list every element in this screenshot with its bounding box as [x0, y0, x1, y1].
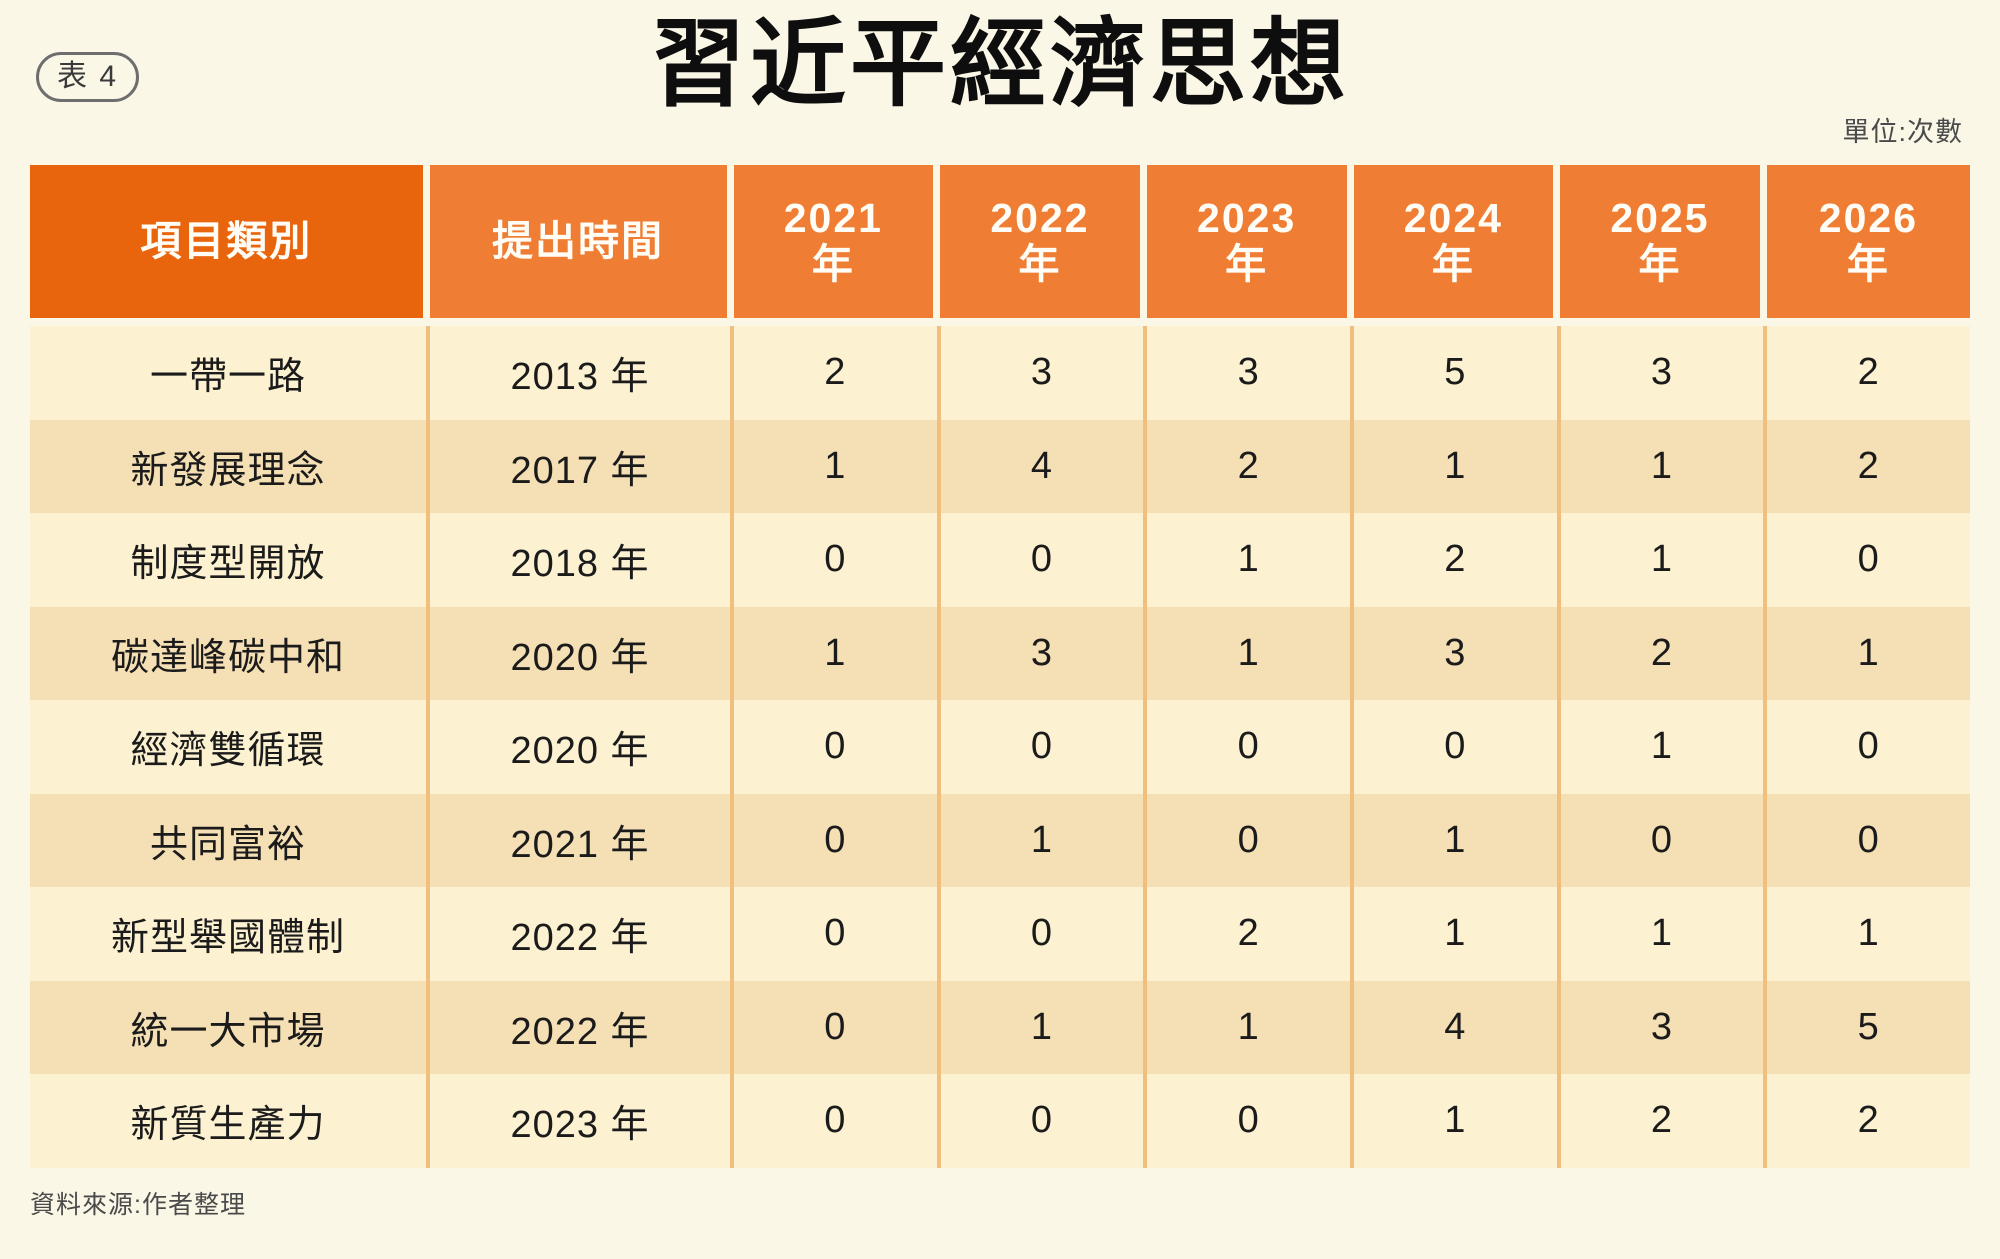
cell-count: 0	[730, 980, 937, 1074]
cell-proposed-time: 2022 年	[426, 980, 730, 1074]
cell-count: 0	[730, 700, 937, 794]
cell-count: 0	[1143, 793, 1350, 887]
cell-category: 新發展理念	[30, 419, 426, 513]
cell-count: 0	[936, 700, 1144, 794]
cell-count: 1	[1350, 887, 1557, 981]
cell-count: 3	[1556, 980, 1764, 1074]
header-year-2026: 2026 年	[1766, 165, 1970, 318]
cell-count: 0	[1763, 700, 1970, 794]
cell-count: 1	[1350, 1074, 1557, 1168]
data-table: 項目類別 提出時間 2021 年 2022 年 2023 年 2024 年 20…	[30, 165, 1970, 1168]
header-year-2023: 2023 年	[1146, 165, 1347, 318]
cell-proposed-time: 2023 年	[426, 1074, 730, 1168]
cell-proposed-time: 2022 年	[426, 887, 730, 981]
header-year-2022: 2022 年	[940, 165, 1140, 318]
cell-category: 新質生產力	[30, 1074, 426, 1168]
header-year-2021: 2021 年	[733, 165, 934, 318]
cell-proposed-time: 2017 年	[426, 419, 730, 513]
table-header-row: 項目類別 提出時間 2021 年 2022 年 2023 年 2024 年 20…	[30, 165, 1970, 318]
cell-count: 1	[1556, 887, 1764, 981]
cell-count: 1	[1556, 419, 1764, 513]
cell-count: 0	[1556, 793, 1764, 887]
cell-count: 1	[1350, 793, 1557, 887]
cell-count: 0	[1763, 513, 1970, 607]
cell-count: 2	[730, 326, 937, 420]
cell-count: 1	[1143, 513, 1350, 607]
cell-category: 經濟雙循環	[30, 700, 426, 794]
cell-count: 0	[730, 793, 937, 887]
cell-category: 一帶一路	[30, 326, 426, 420]
header-category: 項目類別	[30, 165, 423, 318]
cell-count: 0	[936, 887, 1144, 981]
cell-count: 3	[936, 326, 1144, 420]
table-body: 一帶一路 2013 年 2 3 3 5 3 2 新發展理念 2017 年 1 4 2 1 1 2 制度型開放 20…	[30, 326, 1970, 1168]
cell-count: 2	[1143, 887, 1350, 981]
cell-count: 1	[1763, 887, 1970, 981]
cell-count: 4	[1350, 980, 1557, 1074]
cell-count: 2	[1763, 419, 1970, 513]
header-proposed-time: 提出時間	[429, 165, 727, 318]
cell-count: 1	[1143, 606, 1350, 700]
cell-count: 2	[1350, 513, 1557, 607]
cell-count: 3	[1350, 606, 1557, 700]
cell-count: 0	[730, 513, 937, 607]
cell-count: 3	[936, 606, 1144, 700]
cell-proposed-time: 2018 年	[426, 513, 730, 607]
cell-count: 0	[730, 1074, 937, 1168]
page-title: 習近平經濟思想	[650, 11, 1350, 118]
cell-count: 1	[1556, 700, 1764, 794]
cell-count: 2	[1763, 1074, 1970, 1168]
cell-count: 0	[1763, 793, 1970, 887]
cell-count: 3	[1556, 326, 1764, 420]
cell-count: 2	[1763, 326, 1970, 420]
cell-count: 1	[936, 793, 1144, 887]
cell-count: 1	[1143, 980, 1350, 1074]
cell-category: 共同富裕	[30, 793, 426, 887]
cell-count: 2	[1556, 606, 1764, 700]
cell-count: 0	[1350, 700, 1557, 794]
cell-count: 5	[1350, 326, 1557, 420]
cell-count: 0	[730, 887, 937, 981]
cell-proposed-time: 2020 年	[426, 700, 730, 794]
cell-count: 4	[936, 419, 1144, 513]
cell-count: 0	[1143, 1074, 1350, 1168]
cell-category: 統一大市場	[30, 980, 426, 1074]
cell-category: 碳達峰碳中和	[30, 606, 426, 700]
cell-proposed-time: 2020 年	[426, 606, 730, 700]
cell-count: 1	[730, 419, 937, 513]
cell-count: 5	[1763, 980, 1970, 1074]
table-number-badge: 表 4	[36, 52, 140, 102]
cell-count: 0	[936, 1074, 1144, 1168]
cell-proposed-time: 2013 年	[426, 326, 730, 420]
cell-count: 0	[1143, 700, 1350, 794]
cell-count: 1	[1556, 513, 1764, 607]
unit-note: 單位:次數	[1842, 117, 1963, 147]
header-year-2025: 2025 年	[1560, 165, 1760, 318]
cell-count: 1	[936, 980, 1144, 1074]
cell-count: 2	[1143, 419, 1350, 513]
cell-category: 制度型開放	[30, 513, 426, 607]
cell-count: 3	[1143, 326, 1350, 420]
cell-category: 新型舉國體制	[30, 887, 426, 981]
source-note: 資料來源:作者整理	[30, 1191, 246, 1219]
cell-count: 1	[1350, 419, 1557, 513]
header-year-2024: 2024 年	[1353, 165, 1554, 318]
cell-count: 0	[936, 513, 1144, 607]
cell-count: 1	[730, 606, 937, 700]
cell-count: 1	[1763, 606, 1970, 700]
cell-proposed-time: 2021 年	[426, 793, 730, 887]
cell-count: 2	[1556, 1074, 1764, 1168]
